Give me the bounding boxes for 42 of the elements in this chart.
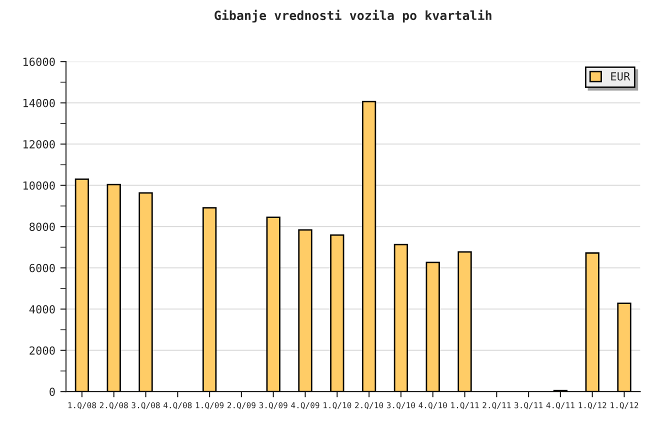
x-tick-label: 4.Q/08 [164,402,192,410]
bar [394,244,408,392]
y-tick-label: 10000 [23,181,55,190]
x-tick-label: 3.Q/11 [514,402,543,410]
x-tick-label: 3.Q/09 [259,402,288,410]
x-tick-label: 3.Q/10 [386,402,415,410]
y-tick-label: 6000 [30,264,55,272]
y-tick-label: 2000 [30,346,55,355]
x-tick-label: 2.Q/11 [482,402,511,410]
bar [362,100,376,392]
chart-title: Gibanje vrednosti vozila po kvartalih [214,10,492,23]
x-tick-label: 1.Q/10 [324,402,352,410]
bar [585,252,600,392]
x-tick-label: 1.Q/12 [578,402,606,410]
x-tick-label: 2.Q/08 [100,402,128,410]
bar [202,207,217,392]
y-tick-label: 4000 [29,305,55,314]
x-tick-label: 2.Q/09 [228,402,256,410]
x-tick-label: 1.Q/09 [196,402,224,410]
bar [138,192,153,392]
x-tick-label: 1.Q/12 [610,402,638,410]
x-tick-label: 4.Q/09 [291,402,320,410]
bar [106,184,121,392]
bar [330,234,344,392]
x-tick-label: 2.Q/10 [355,402,384,410]
y-tick-label: 14000 [23,98,55,108]
x-tick-label: 1.Q/08 [68,402,96,410]
bar [426,262,440,392]
bar [266,216,280,392]
x-tick-label: 4.Q/11 [546,402,574,410]
y-tick-label: 16000 [23,58,55,66]
bar [74,178,90,392]
y-tick-label: 0 [50,388,55,396]
x-tick-label: 1.Q/11 [451,402,479,410]
bar [458,251,472,392]
bar [298,229,312,392]
legend-label: EUR [611,72,630,81]
x-tick-label: 3.Q/08 [132,402,160,410]
bar [617,302,632,392]
y-tick-label: 8000 [30,222,55,232]
x-tick-label: 4.Q/10 [418,402,447,410]
y-tick-label: 12000 [23,140,55,149]
